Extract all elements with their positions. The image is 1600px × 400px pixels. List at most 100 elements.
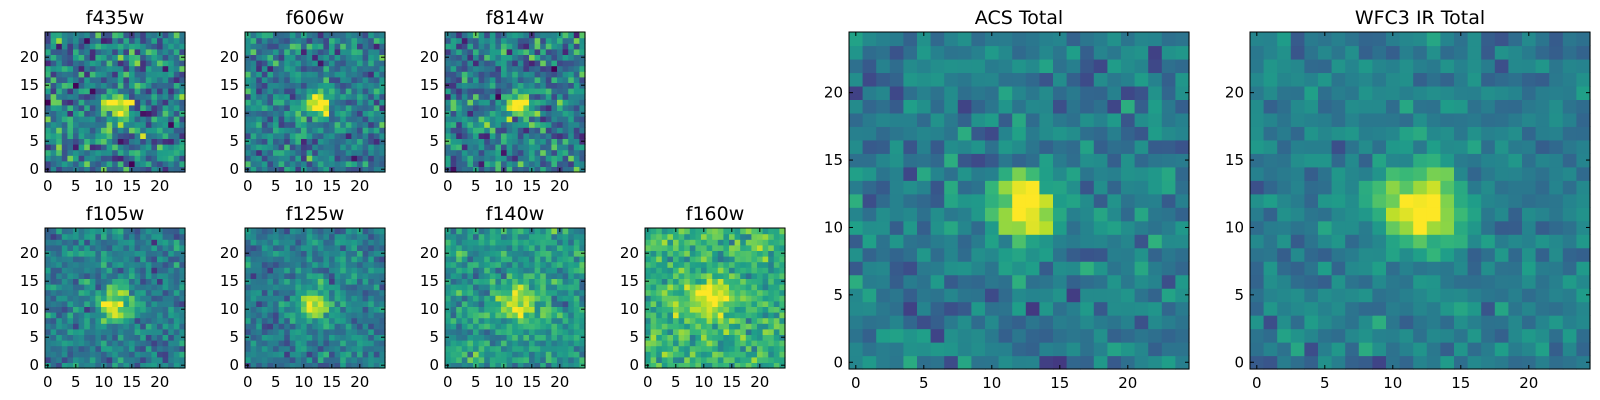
heatmap-cell (129, 261, 136, 268)
heatmap-cell (151, 132, 158, 139)
heatmap-cell (168, 256, 175, 263)
heatmap-cell (445, 93, 452, 100)
heatmap-cell (173, 93, 180, 100)
heatmap-cell (568, 351, 575, 358)
heatmap-cell (56, 312, 63, 319)
heatmap-cell (1066, 193, 1081, 208)
heatmap-cell (717, 323, 724, 330)
heatmap-cell (340, 88, 347, 95)
heatmap-cell (179, 132, 186, 139)
heatmap-cell (78, 244, 85, 251)
heatmap-cell (545, 351, 552, 358)
heatmap-cell (112, 239, 119, 246)
heatmap-cell (489, 76, 496, 83)
heatmap-cell (256, 132, 263, 139)
heatmap-cell (740, 233, 747, 240)
heatmap-cell (134, 76, 141, 83)
heatmap-cell (317, 295, 324, 302)
heatmap-cell (540, 250, 547, 257)
heatmap-cell (140, 65, 147, 72)
heatmap-cell (95, 317, 102, 324)
heatmap-cell (245, 272, 252, 279)
heatmap-cell (312, 362, 319, 369)
heatmap-cell (351, 149, 358, 156)
heatmap-cell (106, 116, 113, 123)
heatmap-cell (689, 306, 696, 313)
heatmap-cell (701, 351, 708, 358)
heatmap-cell (506, 323, 513, 330)
heatmap-cell (306, 239, 313, 246)
heatmap-cell (684, 345, 691, 352)
heatmap-cell (162, 54, 169, 61)
heatmap-cell (568, 267, 575, 274)
heatmap-cell (250, 32, 257, 39)
y-tick-label: 15 (220, 272, 239, 290)
heatmap-cell (473, 272, 480, 279)
heatmap-cell (329, 317, 336, 324)
heatmap-cell (445, 48, 452, 55)
heatmap-cell (56, 345, 63, 352)
heatmap-cell (173, 256, 180, 263)
heatmap-cell (379, 356, 386, 363)
heatmap-cell (267, 250, 274, 257)
heatmap-cell (1025, 234, 1040, 249)
heatmap-cell (301, 244, 308, 251)
heatmap-cell (517, 334, 524, 341)
heatmap-cell (157, 132, 164, 139)
heatmap-cell (489, 328, 496, 335)
heatmap-cell (689, 228, 696, 235)
heatmap-cell (129, 267, 136, 274)
heatmap-cell (67, 60, 74, 67)
heatmap-cell (173, 284, 180, 291)
heatmap-cell (689, 356, 696, 363)
heatmap-cell (162, 356, 169, 363)
heatmap-cell (473, 334, 480, 341)
heatmap-cell (340, 48, 347, 55)
heatmap-cell (467, 300, 474, 307)
heatmap-cell (89, 250, 96, 257)
heatmap-cell (512, 340, 519, 347)
heatmap-cell (334, 267, 341, 274)
heatmap-cell (261, 295, 268, 302)
heatmap-cell (295, 362, 302, 369)
heatmap-cell (734, 323, 741, 330)
heatmap-cell (450, 340, 457, 347)
heatmap-cell (930, 153, 945, 168)
heatmap-cell (517, 82, 524, 89)
heatmap-cell (256, 43, 263, 50)
heatmap-cell (517, 48, 524, 55)
heatmap-cell (123, 250, 130, 257)
heatmap-cell (368, 295, 375, 302)
heatmap-cell (140, 261, 147, 268)
heatmap-cell (579, 155, 586, 162)
heatmap-cell (368, 82, 375, 89)
heatmap-cell (456, 99, 463, 106)
heatmap-cell (889, 355, 904, 370)
heatmap-cell (1107, 328, 1122, 343)
heatmap-cell (323, 289, 330, 296)
heatmap-cell (489, 312, 496, 319)
heatmap-cell (712, 362, 719, 369)
heatmap-cell (295, 155, 302, 162)
heatmap-cell (256, 295, 263, 302)
heatmap-cell (450, 110, 457, 117)
heatmap-cell (495, 328, 502, 335)
heatmap-cell (61, 82, 68, 89)
heatmap-cell (84, 76, 91, 83)
heatmap-cell (506, 340, 513, 347)
heatmap-cell (734, 312, 741, 319)
heatmap-cell (357, 256, 364, 263)
heatmap-cell (334, 250, 341, 257)
heatmap-cell (84, 345, 91, 352)
heatmap-cell (534, 88, 541, 95)
heatmap-cell (573, 300, 580, 307)
heatmap-cell (678, 244, 685, 251)
heatmap-cell (140, 71, 147, 78)
heatmap-cell (512, 328, 519, 335)
heatmap-cell (278, 323, 285, 330)
heatmap-cell (944, 180, 959, 195)
heatmap-cell (723, 328, 730, 335)
heatmap-cell (373, 160, 380, 167)
heatmap-cell (245, 88, 252, 95)
heatmap-cell (101, 351, 108, 358)
